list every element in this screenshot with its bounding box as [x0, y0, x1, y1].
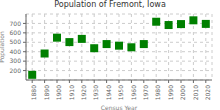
svg-text:1930: 1930: [92, 85, 99, 100]
svg-text:500: 500: [10, 38, 22, 45]
svg-text:Census Year: Census Year: [101, 104, 138, 110]
svg-text:400: 400: [10, 48, 22, 55]
html-text:Population of Fremont, Iowa: Population of Fremont, Iowa: [54, 0, 166, 9]
svg-text:1890: 1890: [43, 85, 50, 100]
svg-text:2010: 2010: [192, 85, 199, 100]
svg-text:1880: 1880: [30, 85, 37, 100]
svg-text:1940: 1940: [105, 85, 112, 100]
svg-text:1970: 1970: [142, 85, 149, 100]
svg-text:300: 300: [10, 57, 22, 64]
svg-text:2020: 2020: [204, 85, 211, 100]
svg-text:2000: 2000: [179, 85, 186, 100]
svg-text:1990: 1990: [167, 85, 174, 100]
svg-text:1960: 1960: [130, 85, 137, 100]
svg-text:1910: 1910: [68, 85, 75, 100]
svg-text:1950: 1950: [117, 85, 124, 100]
svg-text:1920: 1920: [80, 85, 87, 100]
svg-text:600: 600: [10, 29, 22, 36]
svg-text:1980: 1980: [154, 85, 161, 100]
svg-text:700: 700: [10, 20, 22, 27]
svg-text:200: 200: [10, 67, 22, 74]
svg-text:1900: 1900: [55, 85, 62, 100]
